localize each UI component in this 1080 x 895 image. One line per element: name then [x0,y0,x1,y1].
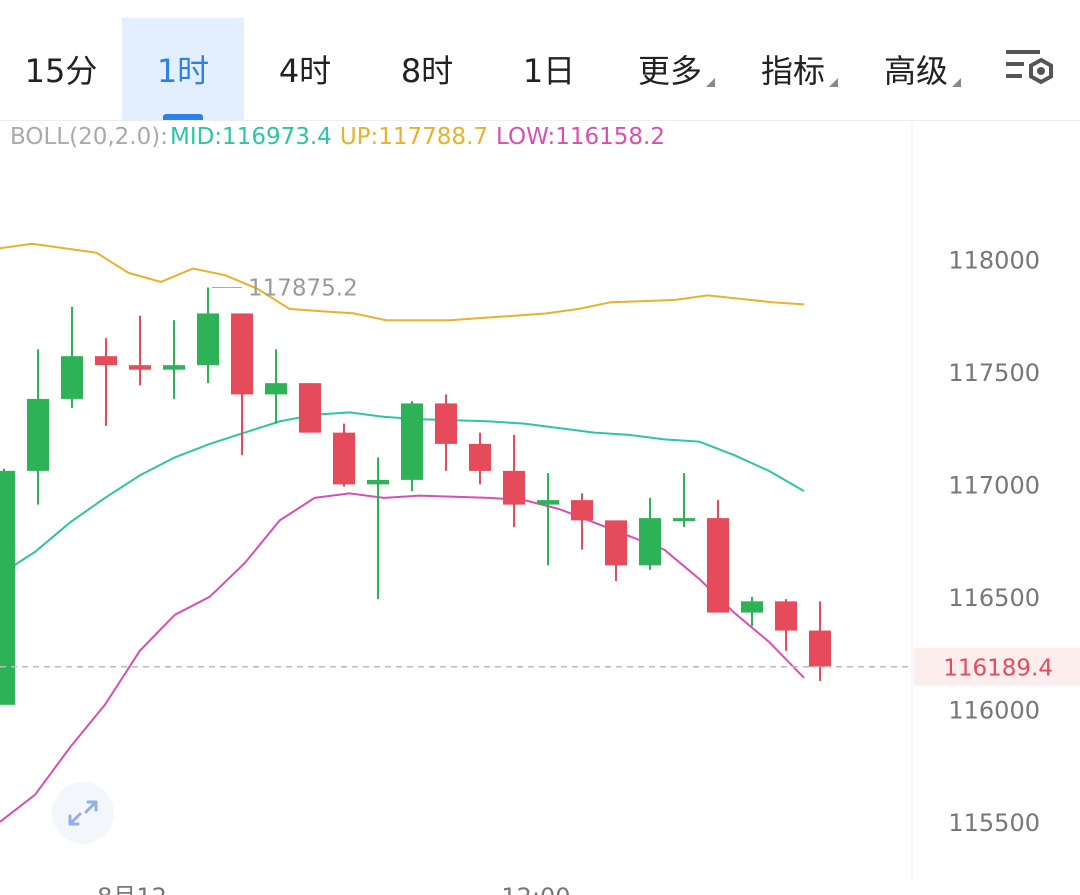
candle-body [741,601,763,613]
candle-body [469,443,491,471]
candle [27,349,49,505]
boll-up-line [0,242,805,322]
y-tick-label: 116500 [948,584,1040,612]
candle-body [163,365,185,370]
y-tick-label: 117000 [948,471,1040,499]
dropdown-corner-icon [952,77,962,87]
candle-body [333,432,355,485]
y-tick-label: 116000 [948,696,1040,724]
candle-body [707,518,729,613]
candle-body [299,383,321,433]
candle [707,500,729,613]
boll-low: LOW:116158.2 [496,124,666,150]
more-dropdown-label: 更多 [638,52,703,90]
candle [231,313,253,456]
tab-1d[interactable]: 1日 [522,52,576,90]
candle [129,315,151,386]
indicator-dropdown[interactable]: 指标 [761,18,839,120]
boll-low-line [0,492,805,823]
tab-8h[interactable]: 8时 [400,52,454,90]
boll-name: BOLL(20,2.0): [10,124,168,150]
advanced-dropdown[interactable]: 高级 [884,18,962,120]
chart-settings-icon[interactable] [1004,46,1056,90]
current-price-label: 116189.4 [943,656,1053,682]
tab-1h[interactable]: 1时 [122,18,244,120]
x-tick-label: 8月12 [97,883,167,895]
expand-icon [68,800,98,826]
candle [537,473,559,566]
candle [0,468,15,705]
candle [265,349,287,424]
candle-body [27,398,49,471]
candle-body [503,470,525,505]
candle-body [673,518,695,522]
candle-body [265,383,287,395]
candle [367,457,389,600]
candle [469,432,491,485]
boll-mid: MID:116973.4 [169,124,332,150]
candle [639,497,661,570]
candle [741,596,763,627]
candle-body [775,601,797,631]
y-tick-label: 118000 [948,246,1040,274]
tab-15min[interactable]: 15分 [24,52,98,90]
candle [95,338,117,426]
candle-body [809,630,831,667]
candle [605,520,627,582]
candle-body [197,313,219,366]
candle-body [537,500,559,505]
boll-up: UP:117788.7 [339,124,489,150]
candle [61,306,83,408]
candle [673,473,695,528]
candle-body [571,500,593,521]
candle-body [129,365,151,370]
candle [163,320,185,399]
current-price-tag [914,647,1080,686]
candle [299,383,321,433]
candle [197,287,219,384]
candle-body [639,518,661,566]
candle [809,601,831,682]
expand-chart-button[interactable] [52,782,114,844]
candle-body [0,470,15,705]
tab-4h[interactable]: 4时 [278,52,332,90]
candle [333,423,355,487]
candle [571,493,593,550]
boll-mid-line [0,411,805,576]
candle [775,599,797,651]
timeframe-toolbar: 15分 1时 4时 8时 1日 更多 指标 高级 [0,0,1080,121]
indicator-dropdown-label: 指标 [761,52,826,90]
advanced-dropdown-label: 高级 [884,52,949,90]
high-price-label: 117875.2 [248,276,358,302]
candle-body [401,403,423,480]
more-dropdown[interactable]: 更多 [638,18,716,120]
candle-body [231,313,253,395]
dropdown-corner-icon [706,77,716,87]
candle-body [95,356,117,366]
boll-legend: BOLL(20,2.0):MID:116973.4 UP:117788.7 LOW:… [10,124,673,150]
y-tick-label: 115500 [948,809,1040,837]
candle [401,401,423,492]
candle-body [367,479,389,485]
dropdown-corner-icon [829,77,839,87]
candle-body [61,356,83,399]
x-tick-label: 12:00 [501,883,570,895]
candle-body [605,520,627,566]
candle-body [435,403,457,444]
candle [435,394,457,471]
candle [503,434,525,528]
y-tick-label: 117500 [948,359,1040,387]
